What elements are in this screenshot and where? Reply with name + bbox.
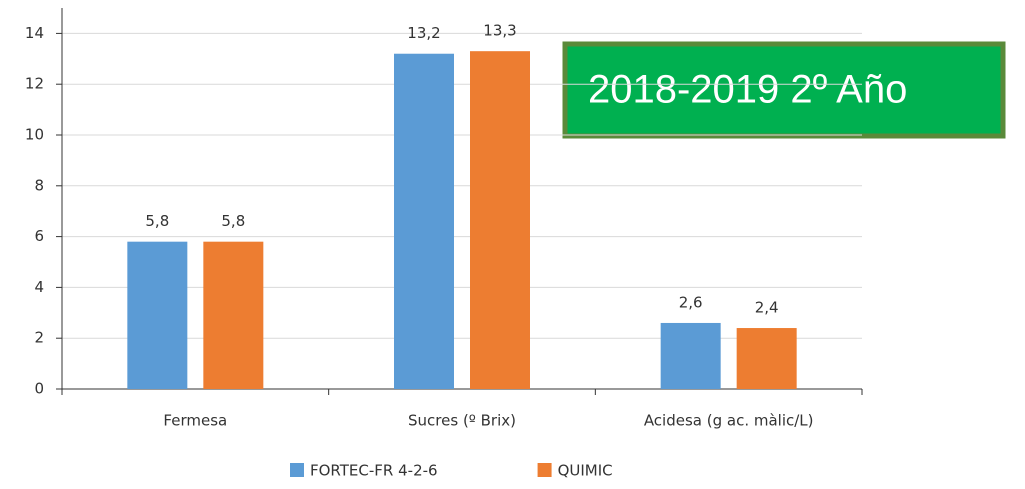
- data-label: 2,6: [679, 293, 703, 311]
- x-tick-label: Fermesa: [163, 412, 227, 430]
- bar: [470, 51, 530, 390]
- legend-swatch: [537, 463, 552, 477]
- y-tick-label: 4: [34, 278, 44, 296]
- data-label: 13,2: [407, 24, 440, 42]
- legend-label: FORTEC-FR 4-2-6: [310, 462, 438, 480]
- y-tick-label: 14: [25, 24, 44, 42]
- y-tick-label: 10: [25, 126, 44, 144]
- x-tick-label: Acidesa (g ac. màlic/L): [644, 412, 814, 430]
- bar: [660, 322, 721, 389]
- data-label: 13,3: [483, 22, 516, 40]
- bar: [127, 241, 188, 389]
- legend-swatch: [290, 463, 304, 477]
- bar: [736, 328, 797, 389]
- data-label: 5,8: [145, 212, 169, 230]
- data-label: 5,8: [221, 212, 245, 230]
- bar: [394, 53, 454, 389]
- y-tick-label: 2: [34, 329, 44, 347]
- data-label: 2,4: [755, 299, 779, 317]
- legend-label: QUIMIC: [558, 462, 613, 480]
- annotation-box: [562, 41, 1006, 139]
- y-tick-label: 6: [34, 227, 44, 245]
- y-tick-label: 0: [34, 380, 44, 398]
- annotation: 2018-2019 2º Año: [588, 68, 907, 112]
- x-tick-label: Sucres (º Brix): [408, 412, 516, 430]
- y-tick-label: 8: [34, 176, 44, 194]
- bar: [203, 241, 264, 389]
- y-tick-label: 12: [25, 75, 44, 93]
